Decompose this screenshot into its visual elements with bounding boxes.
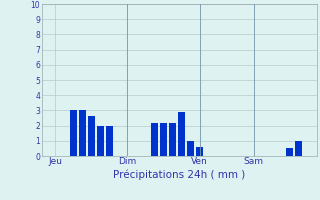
Bar	[88, 116, 95, 156]
Bar	[97, 126, 104, 156]
Bar	[169, 123, 176, 156]
Bar	[178, 112, 185, 156]
Bar	[79, 110, 85, 156]
X-axis label: Précipitations 24h ( mm ): Précipitations 24h ( mm )	[113, 169, 245, 180]
Bar	[151, 123, 158, 156]
Bar	[295, 141, 302, 156]
Bar	[106, 126, 113, 156]
Bar	[160, 123, 167, 156]
Bar	[286, 148, 293, 156]
Bar	[70, 110, 76, 156]
Bar	[196, 147, 203, 156]
Bar	[187, 141, 194, 156]
